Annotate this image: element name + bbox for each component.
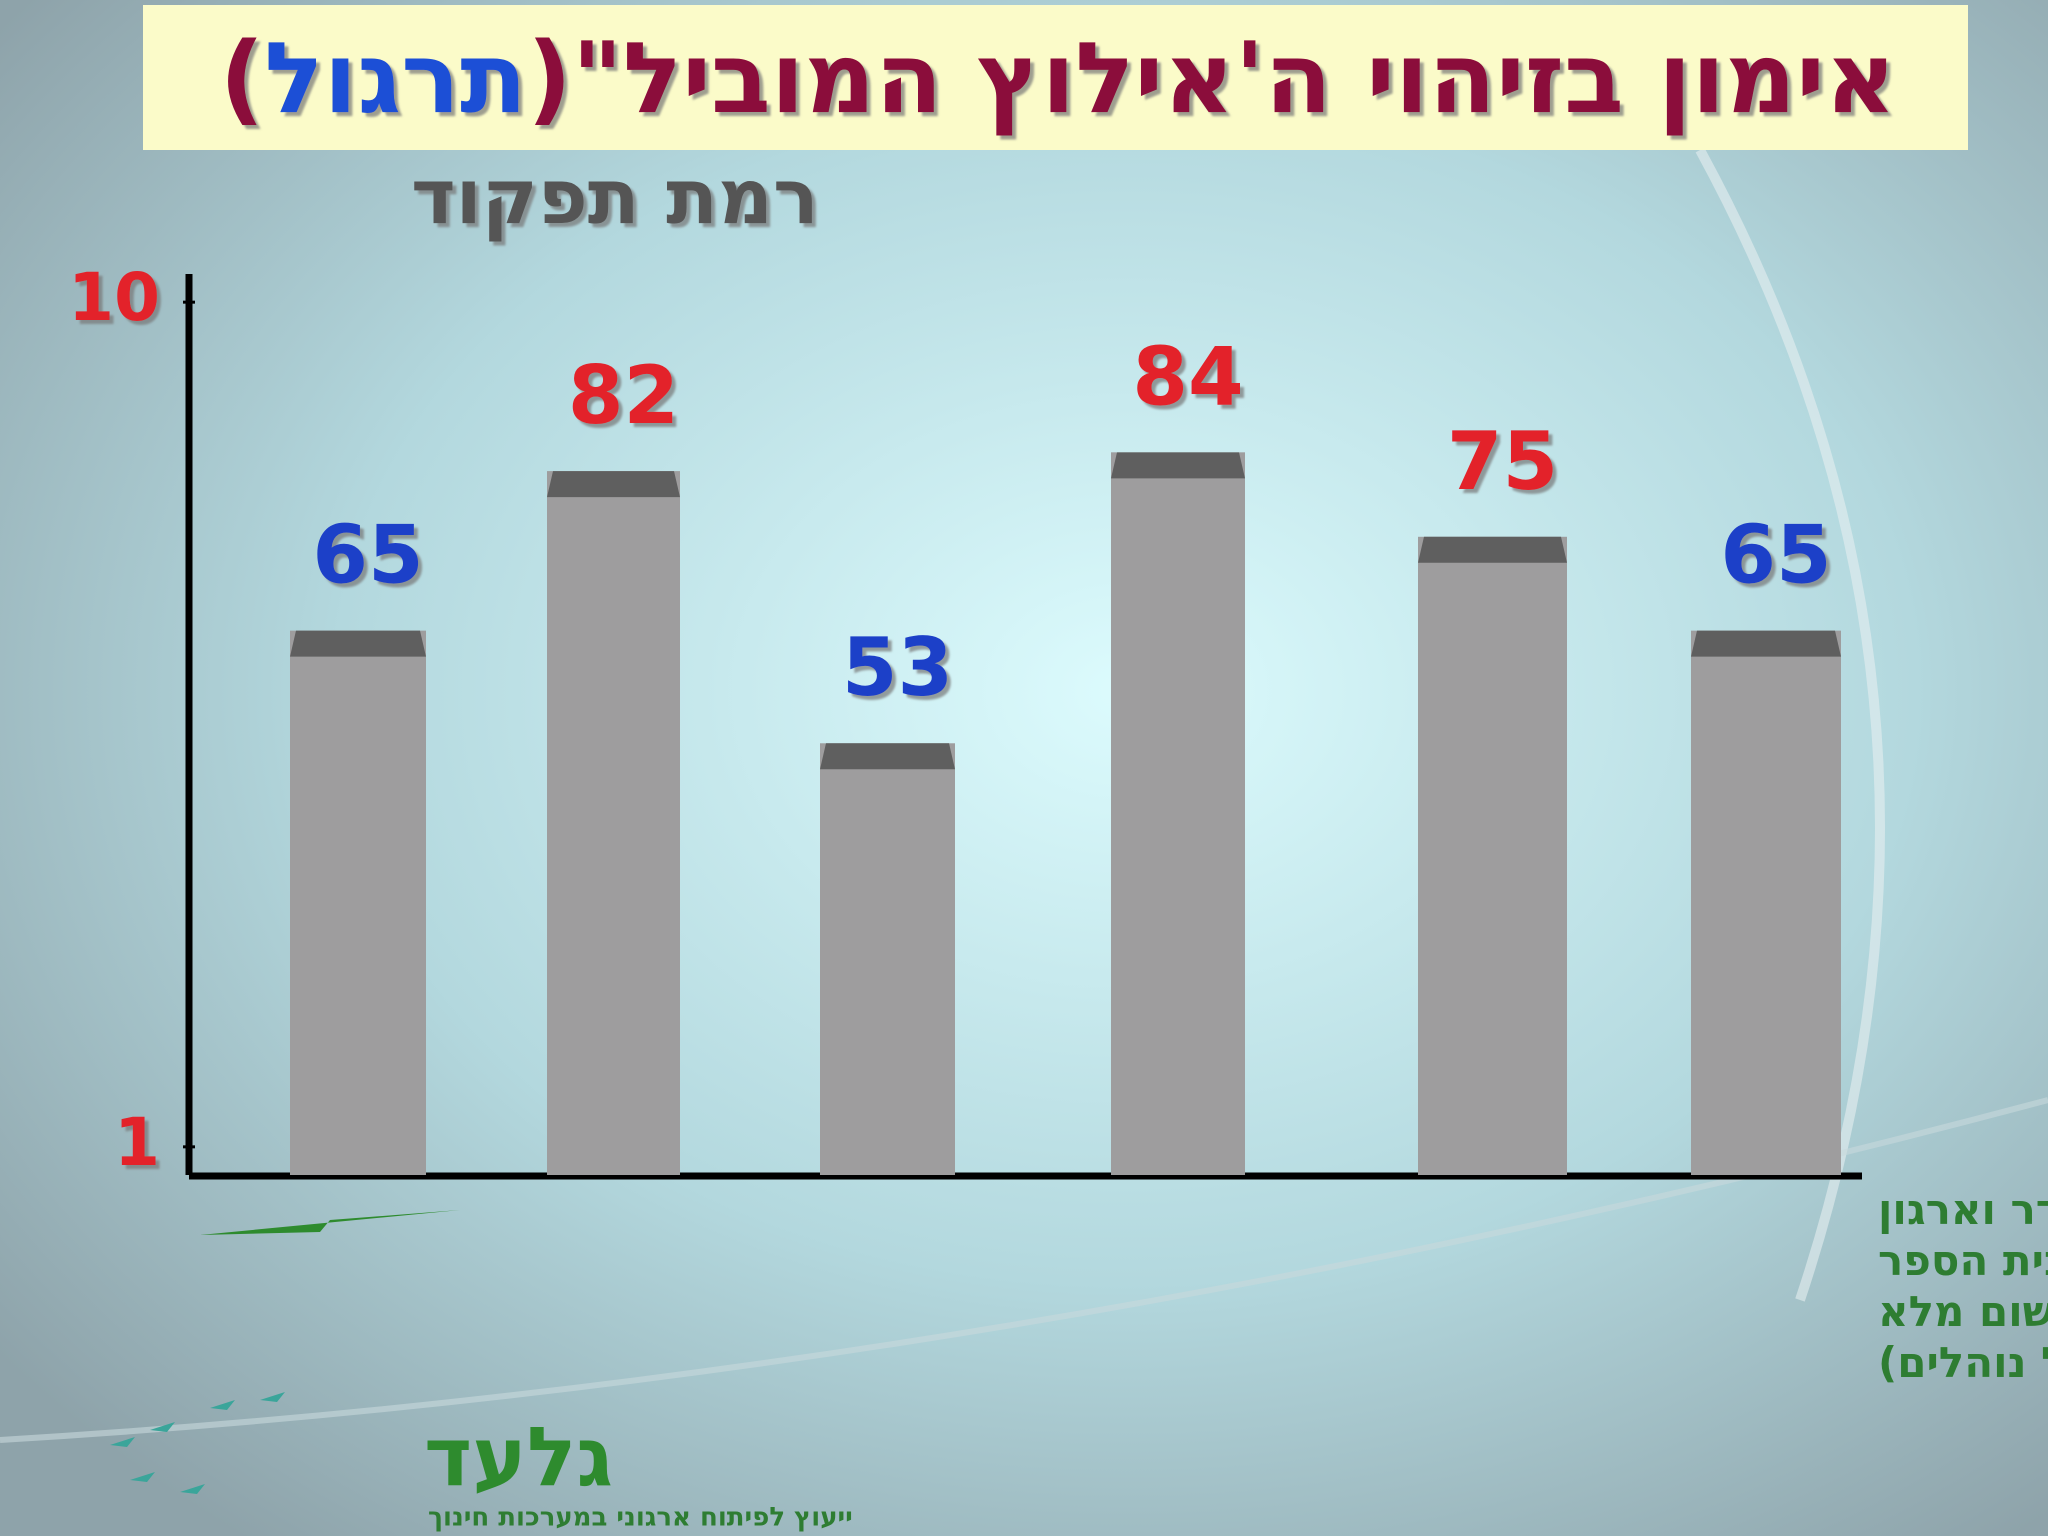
bar [547, 471, 680, 1175]
y-axis-label: רמת תפקוד [411, 152, 819, 241]
x-tick-label-line: סדר וארגון [1878, 1185, 2048, 1234]
logo: גלעד [424, 1410, 613, 1505]
value-label: 75 [1447, 415, 1558, 508]
value-label: 65 [312, 509, 423, 602]
value-label: 82 [568, 349, 679, 442]
decor-arc [1695, 147, 1885, 1302]
title-box [143, 5, 1968, 150]
bar-cap [547, 471, 680, 498]
bar [1691, 630, 1841, 1175]
title-part: תרגול [264, 22, 527, 136]
bar [290, 630, 426, 1175]
bar-cap [820, 743, 955, 770]
y-tick-label: 10 [68, 259, 160, 336]
logo-birds [110, 1392, 285, 1494]
value-label: 84 [1132, 330, 1243, 423]
y-tick-label: 1 [114, 1104, 160, 1181]
bar-cap [1418, 536, 1567, 563]
x-tick-label-line: בבית הספר [1878, 1236, 2048, 1285]
value-label: 53 [842, 621, 953, 714]
title-part: ) [220, 22, 265, 136]
bar [1111, 452, 1245, 1176]
arrow-decor [200, 1210, 460, 1235]
value-label: 65 [1720, 509, 1831, 602]
x-tick-label-line: של נוהלים) [1878, 1338, 2048, 1387]
title-part: אימון בזיהוי ה'אילוץ המוביל"( [527, 22, 1896, 136]
bar-cap [290, 630, 426, 657]
bar [1418, 536, 1567, 1175]
decor-arc [0, 1097, 2048, 1443]
x-tick-label-line: (ישום מלא [1878, 1287, 2048, 1336]
bar [820, 743, 955, 1175]
chart-title: אימון בזיהוי ה'אילוץ המוביל"(תרגול) [220, 22, 1897, 136]
x-tick-label: סדר וארגוןבבית הספר(ישום מלאשל נוהלים) [1878, 1185, 2048, 1387]
logo-tagline: ייעוץ לפיתוח ארגוני במערכות חינוך [428, 1503, 853, 1533]
bar-cap [1111, 452, 1245, 479]
bar-cap [1691, 630, 1841, 657]
